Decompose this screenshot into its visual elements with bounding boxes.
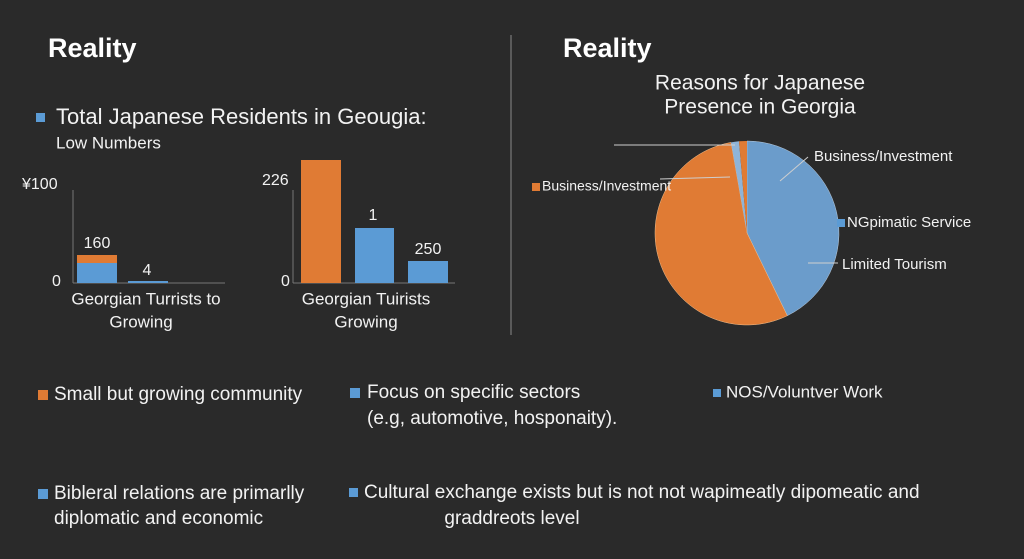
pie-slice [746,140,840,317]
heading: Reality [48,33,137,63]
legend-icon [532,183,540,191]
bullet-icon [349,488,358,497]
bar-label: 1 [369,207,378,224]
caption: Growing [334,312,397,331]
heading: Reality [563,33,652,63]
bar [408,261,448,283]
bullet-text: NOS/Voluntver Work [726,382,883,401]
bullet-text: Small but growing community [54,384,303,405]
caption: Georgian Turrists to [71,289,220,308]
chart-title: Reasons for Japanese [655,72,865,95]
leader-line [779,156,809,182]
pie-slice [739,140,747,233]
bullet-icon [350,388,360,398]
pie-label: Business/Investment [542,178,671,194]
bar-label: 4 [143,262,152,279]
legend-icon [837,219,845,227]
pie-label: Limited Tourism [842,256,947,273]
axis-label: 0 [281,273,290,290]
axis-label: ¥100 [21,176,58,193]
bullet-text: Cultural exchange exists but is not not … [364,482,920,503]
bullet-text: Focus on specific sectors [367,382,580,403]
axis-label: 226 [262,172,289,189]
chart-title: Presence in Georgia [664,96,856,119]
axis-label: 0 [52,273,61,290]
bullet-text: Bibleral relations are primarlly [54,483,305,504]
pie-slice [654,142,788,326]
leader-line [659,176,731,180]
bullet-text: Total Japanese Residents in Geougia: [56,104,427,129]
bar-label: 250 [415,241,442,258]
bullet-icon [38,489,48,499]
subtext: Low Numbers [56,133,161,152]
bullet-text: (e.g, automotive, hosponaity). [367,408,617,429]
bullet-text: graddreots level [444,508,579,529]
bar [355,228,394,283]
bullet-icon [38,390,48,400]
bar [301,160,341,283]
bullet-text: diplomatic and economic [54,508,263,529]
caption: Georgian Tuirists [302,289,431,308]
pie-label: Business/Investment [814,148,953,165]
bar [77,263,117,283]
caption: Growing [109,312,172,331]
pie-label: NGpimatic Service [847,214,971,231]
bullet-icon [713,389,721,397]
bar-label: 160 [84,235,111,252]
pie-slice [731,141,747,233]
bar [128,281,168,283]
bar [77,255,117,263]
bullet-icon [36,113,45,122]
